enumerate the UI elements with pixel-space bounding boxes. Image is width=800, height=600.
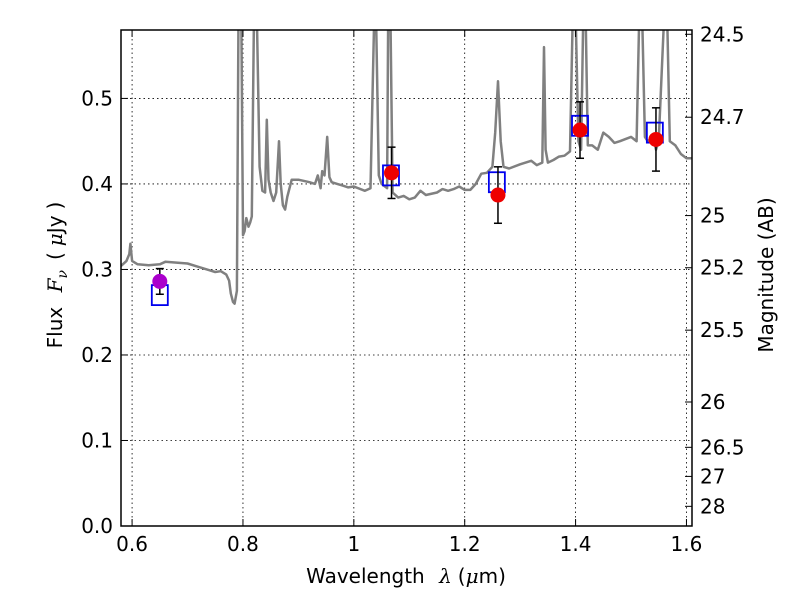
y2-tick-label: 24.7 [700, 105, 745, 129]
x-tick-label: 1.4 [560, 532, 592, 556]
y2-tick-label: 26.5 [700, 435, 745, 459]
y2-axis-ticks: 24.5 24.7 25 25.2 25.5 26 26.5 27 28 [685, 22, 745, 518]
x-tick-label: 1 [347, 532, 360, 556]
y2-tick-label: 25 [700, 204, 725, 228]
y-tick-label: 0.1 [81, 428, 113, 452]
y2-tick-label: 27 [700, 464, 725, 488]
x-axis-label: Wavelength λ (μm) [306, 564, 506, 588]
y2-tick-label: 25.2 [700, 256, 745, 280]
plot-area [121, 30, 692, 305]
data-point [384, 165, 400, 181]
y-axis-ticks: 0.0 0.1 0.2 0.3 0.4 0.5 [81, 86, 128, 538]
y2-tick-label: 28 [700, 494, 725, 518]
data-point [572, 122, 588, 138]
y2-tick-label: 26 [700, 390, 725, 414]
grid [121, 30, 692, 526]
y2-axis-label: Magnitude (AB) [754, 197, 778, 352]
x-axis-ticks: 0.6 0.8 1 1.2 1.4 1.6 [116, 30, 702, 556]
y-tick-label: 0.4 [81, 172, 113, 196]
y-tick-label: 0.3 [81, 257, 113, 281]
y-axis-label: Flux Fν(μJy) [43, 202, 71, 349]
x-tick-label: 1.2 [449, 532, 481, 556]
data-point [648, 131, 664, 147]
x-tick-label: 0.8 [227, 532, 259, 556]
x-tick-label: 1.6 [671, 532, 703, 556]
y-tick-label: 0.0 [81, 514, 113, 538]
plot-frame [120, 29, 693, 527]
y-tick-label: 0.5 [81, 86, 113, 110]
markers [150, 101, 664, 307]
data-point [490, 187, 506, 203]
data-point [152, 273, 168, 289]
y-tick-label: 0.2 [81, 343, 113, 367]
y2-tick-label: 25.5 [700, 318, 745, 342]
spectrum-line [121, 30, 692, 305]
x-tick-label: 0.6 [116, 532, 148, 556]
y2-tick-label: 24.5 [700, 22, 745, 46]
